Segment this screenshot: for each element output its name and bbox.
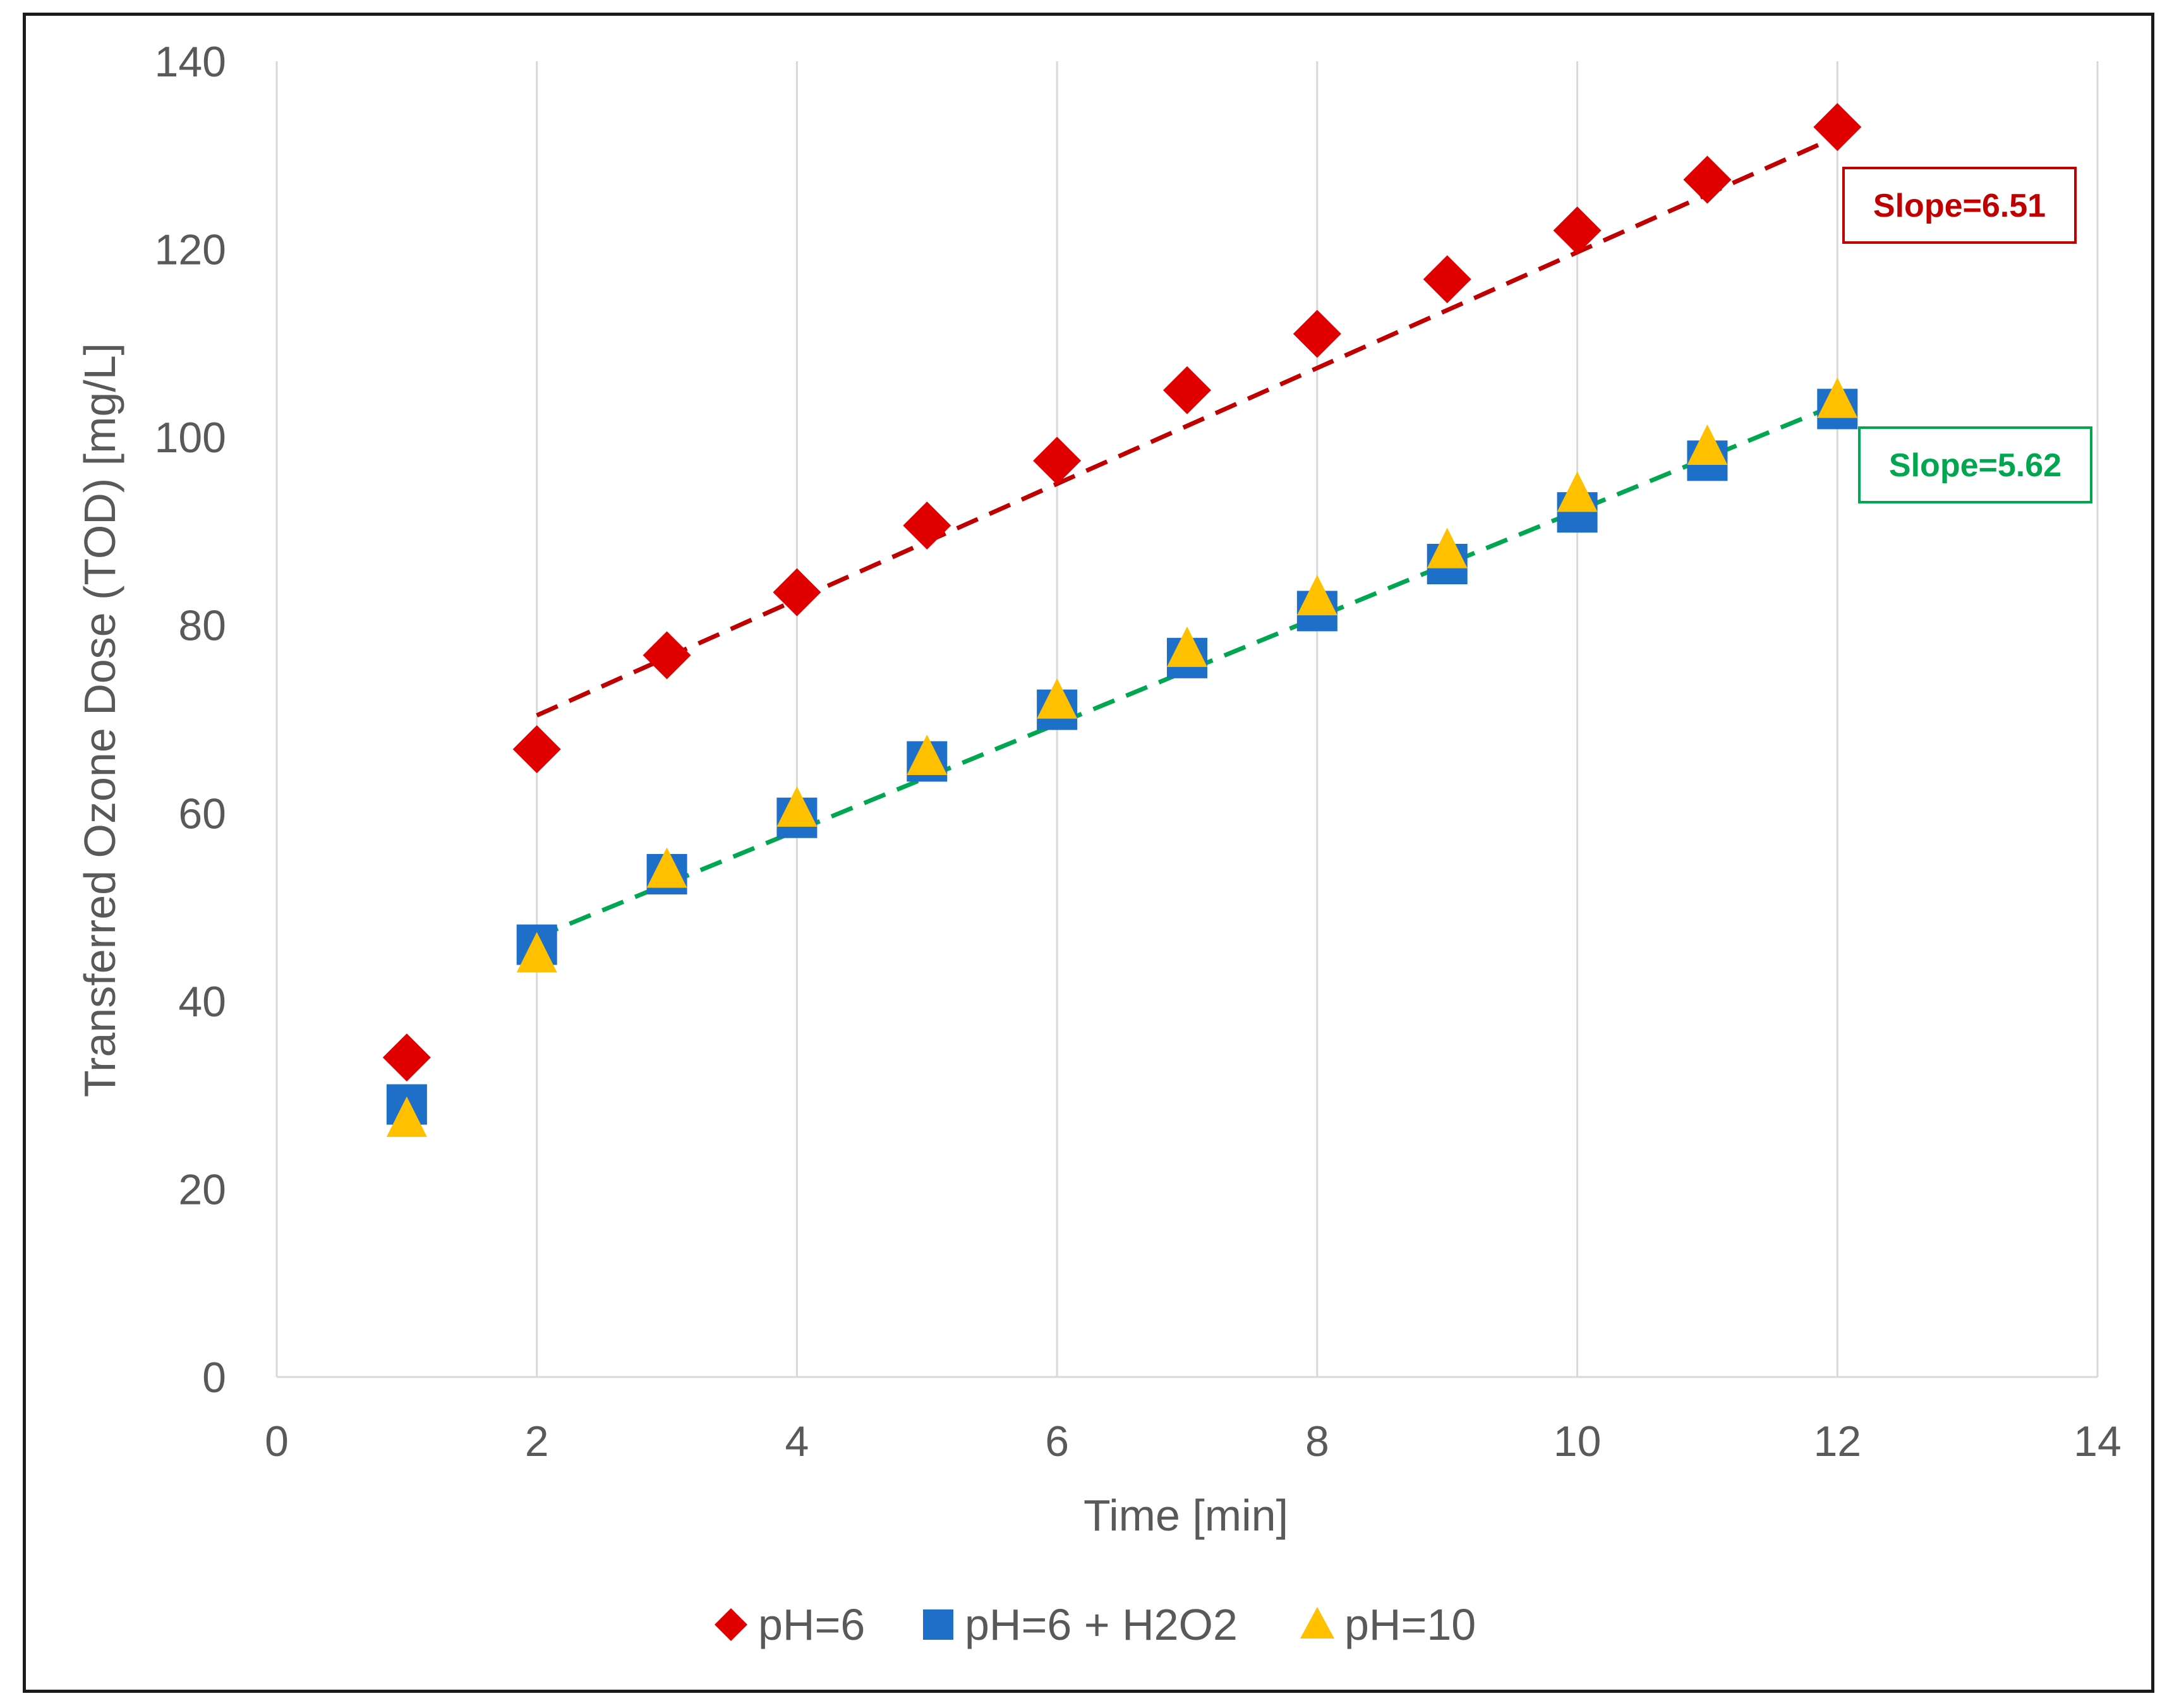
trendline: [536, 402, 1838, 939]
x-tick-label: 14: [2073, 1417, 2122, 1465]
x-tick-label: 4: [785, 1417, 809, 1465]
trendlines: [536, 134, 1838, 939]
legend-label: pH=6 + H2O2: [965, 1600, 1238, 1649]
legend-marker-triangle: [1300, 1607, 1334, 1639]
x-tick-label: 12: [1813, 1417, 1861, 1465]
x-tick-label: 6: [1045, 1417, 1069, 1465]
trendline: [536, 134, 1838, 718]
legend-label: pH=10: [1344, 1600, 1476, 1649]
y-tick-label: 120: [155, 226, 226, 274]
data-point-diamond: [1813, 103, 1862, 152]
y-axis-title: Transferred Ozone Dose (TOD) [mg/L]: [75, 343, 124, 1097]
y-tick-label: 60: [178, 790, 226, 838]
data-point-triangle: [1557, 471, 1598, 512]
data-point-triangle: [907, 735, 948, 776]
data-point-diamond: [643, 631, 691, 680]
x-tick-label: 10: [1554, 1417, 1602, 1465]
legend: pH=6 pH=6 + H2O2 pH=10: [715, 1600, 1476, 1649]
data-points: [382, 103, 1862, 1137]
slope-box: [1858, 426, 2092, 503]
data-point-diamond: [1423, 255, 1471, 304]
data-point-diamond: [1683, 155, 1732, 204]
slope-box: [1842, 167, 2077, 244]
axes: [275, 61, 2098, 1378]
data-point-diamond: [382, 1033, 431, 1082]
y-tick-label: 0: [202, 1354, 226, 1402]
x-tick-label: 8: [1305, 1417, 1329, 1465]
grid-lines: [536, 61, 2099, 1377]
data-point-triangle: [776, 786, 818, 827]
y-tick-label: 140: [155, 38, 226, 86]
x-tick-label: 0: [265, 1417, 289, 1465]
data-point-triangle: [1296, 575, 1337, 616]
data-point-triangle: [1167, 626, 1207, 667]
data-point-diamond: [1553, 206, 1602, 255]
data-point-triangle: [1427, 527, 1468, 568]
x-axis-title: Time [min]: [1083, 1491, 1288, 1540]
data-point-triangle: [516, 932, 557, 973]
legend-label: pH=6: [758, 1600, 865, 1649]
slope-annotations: Slope=6.51 Slope=5.62: [1842, 167, 2092, 503]
data-point-triangle: [1037, 678, 1078, 719]
data-point-diamond: [1033, 436, 1082, 485]
legend-marker-square: [923, 1609, 953, 1640]
data-point-diamond: [1163, 366, 1211, 414]
data-point-triangle: [1817, 377, 1858, 418]
legend-marker-diamond: [715, 1608, 747, 1641]
data-point-triangle: [1687, 424, 1728, 466]
y-tick-label: 40: [178, 978, 226, 1026]
data-point-triangle: [646, 847, 687, 888]
data-point-diamond: [512, 725, 561, 774]
y-tick-label: 100: [155, 414, 226, 462]
y-tick-label: 80: [178, 602, 226, 650]
data-point-triangle: [386, 1096, 427, 1137]
slope-label: Slope=6.51: [1873, 188, 2046, 224]
figure-frame: [23, 13, 2154, 1693]
y-tick-label: 20: [178, 1165, 226, 1213]
data-point-diamond: [903, 502, 951, 550]
x-tick-label: 2: [525, 1417, 549, 1465]
data-point-diamond: [773, 568, 821, 616]
slope-label: Slope=5.62: [1889, 447, 2061, 484]
data-point-diamond: [1293, 310, 1341, 358]
